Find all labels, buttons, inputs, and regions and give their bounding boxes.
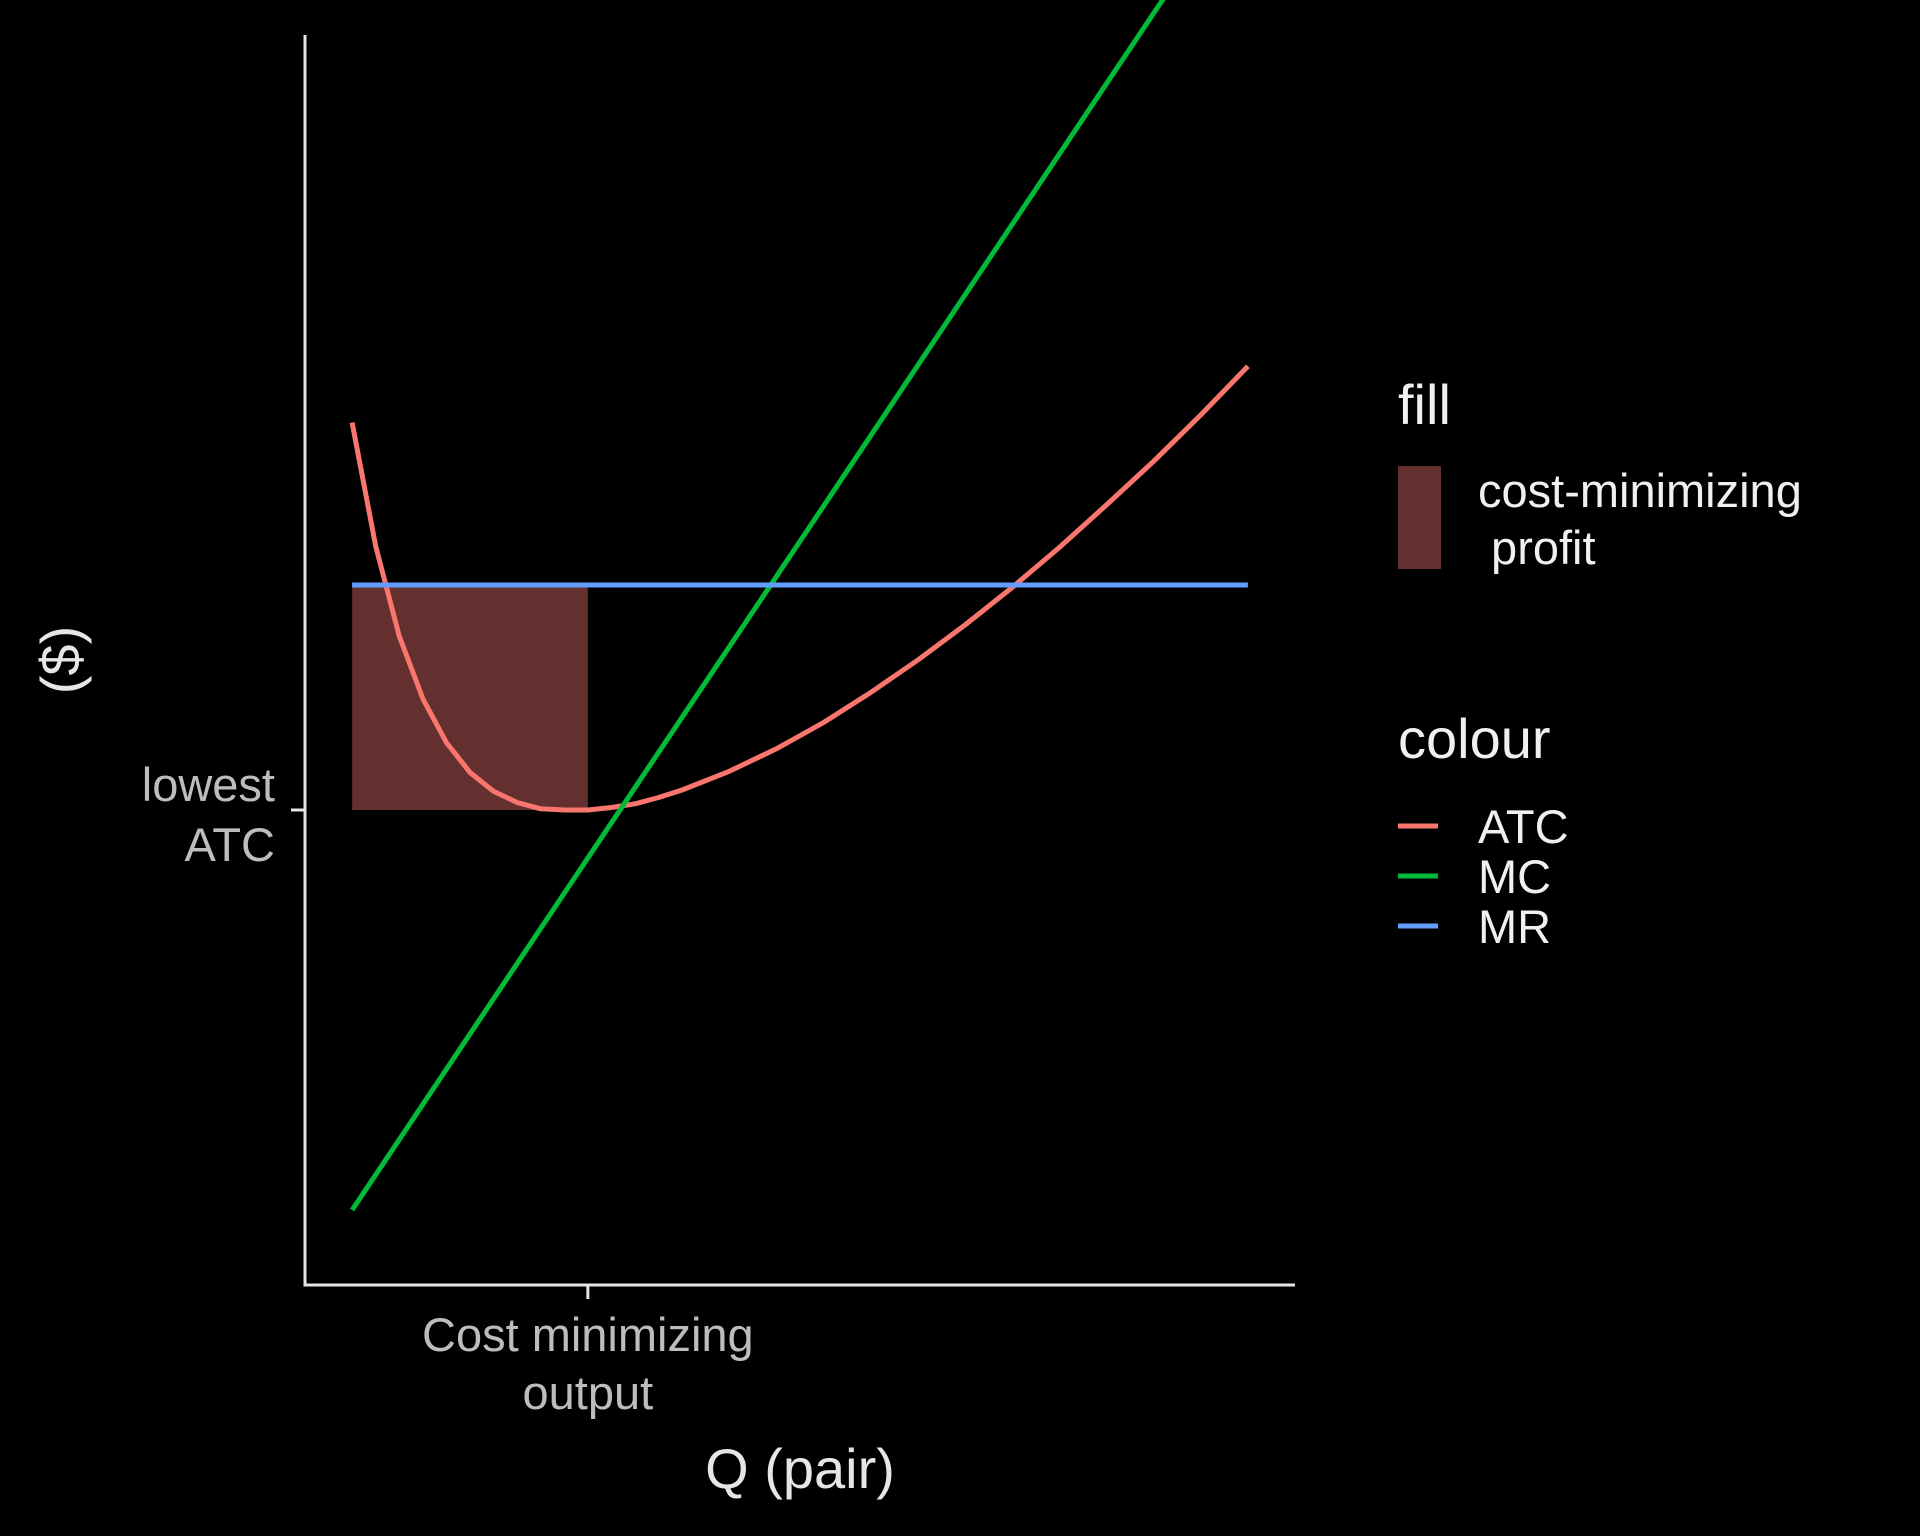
- profit-area: [352, 585, 588, 810]
- legend-fill-title: fill: [1398, 373, 1451, 436]
- plot-area: [349, 0, 1250, 1212]
- legend-fill-label-line: profit: [1478, 521, 1596, 574]
- y-tick-label-line: ATC: [184, 818, 275, 871]
- legend-fill-label: cost-minimizing profit: [1478, 464, 1802, 574]
- axes: Cost minimizing output lowest ATC: [142, 35, 1295, 1419]
- x-tick-label-line: output: [523, 1366, 654, 1419]
- y-axis-title: ($): [29, 626, 92, 694]
- legend-fill-label-line: cost-minimizing: [1478, 464, 1802, 517]
- x-tick-label: Cost minimizing output: [422, 1308, 754, 1419]
- legend-label-mr: MR: [1478, 900, 1551, 953]
- legend-colour-title: colour: [1398, 707, 1551, 770]
- y-tick-label-line: lowest: [142, 758, 275, 811]
- x-tick-label-line: Cost minimizing: [422, 1308, 754, 1361]
- x-axis-title: Q (pair): [705, 1437, 895, 1500]
- legend-label-atc: ATC: [1478, 800, 1569, 853]
- legend-label-mc: MC: [1478, 850, 1551, 903]
- legend-fill-key: [1398, 466, 1441, 569]
- series-line-mc: [350, 0, 1166, 1212]
- y-tick-label: lowest ATC: [142, 758, 275, 871]
- series-line-atc: [349, 364, 1250, 813]
